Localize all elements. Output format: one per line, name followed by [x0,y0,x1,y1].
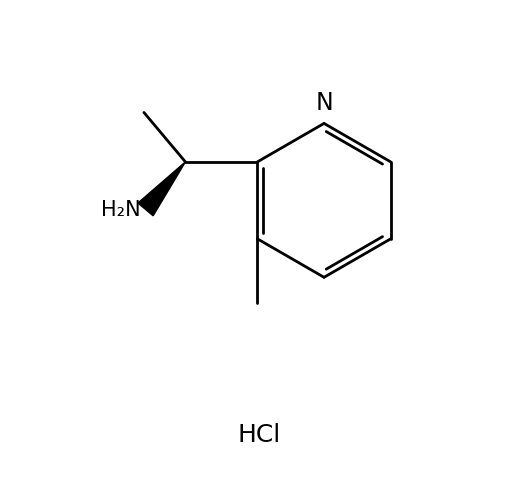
Text: N: N [315,91,333,115]
Polygon shape [138,162,185,216]
Text: H₂N: H₂N [101,200,141,220]
Text: HCl: HCl [238,422,281,446]
